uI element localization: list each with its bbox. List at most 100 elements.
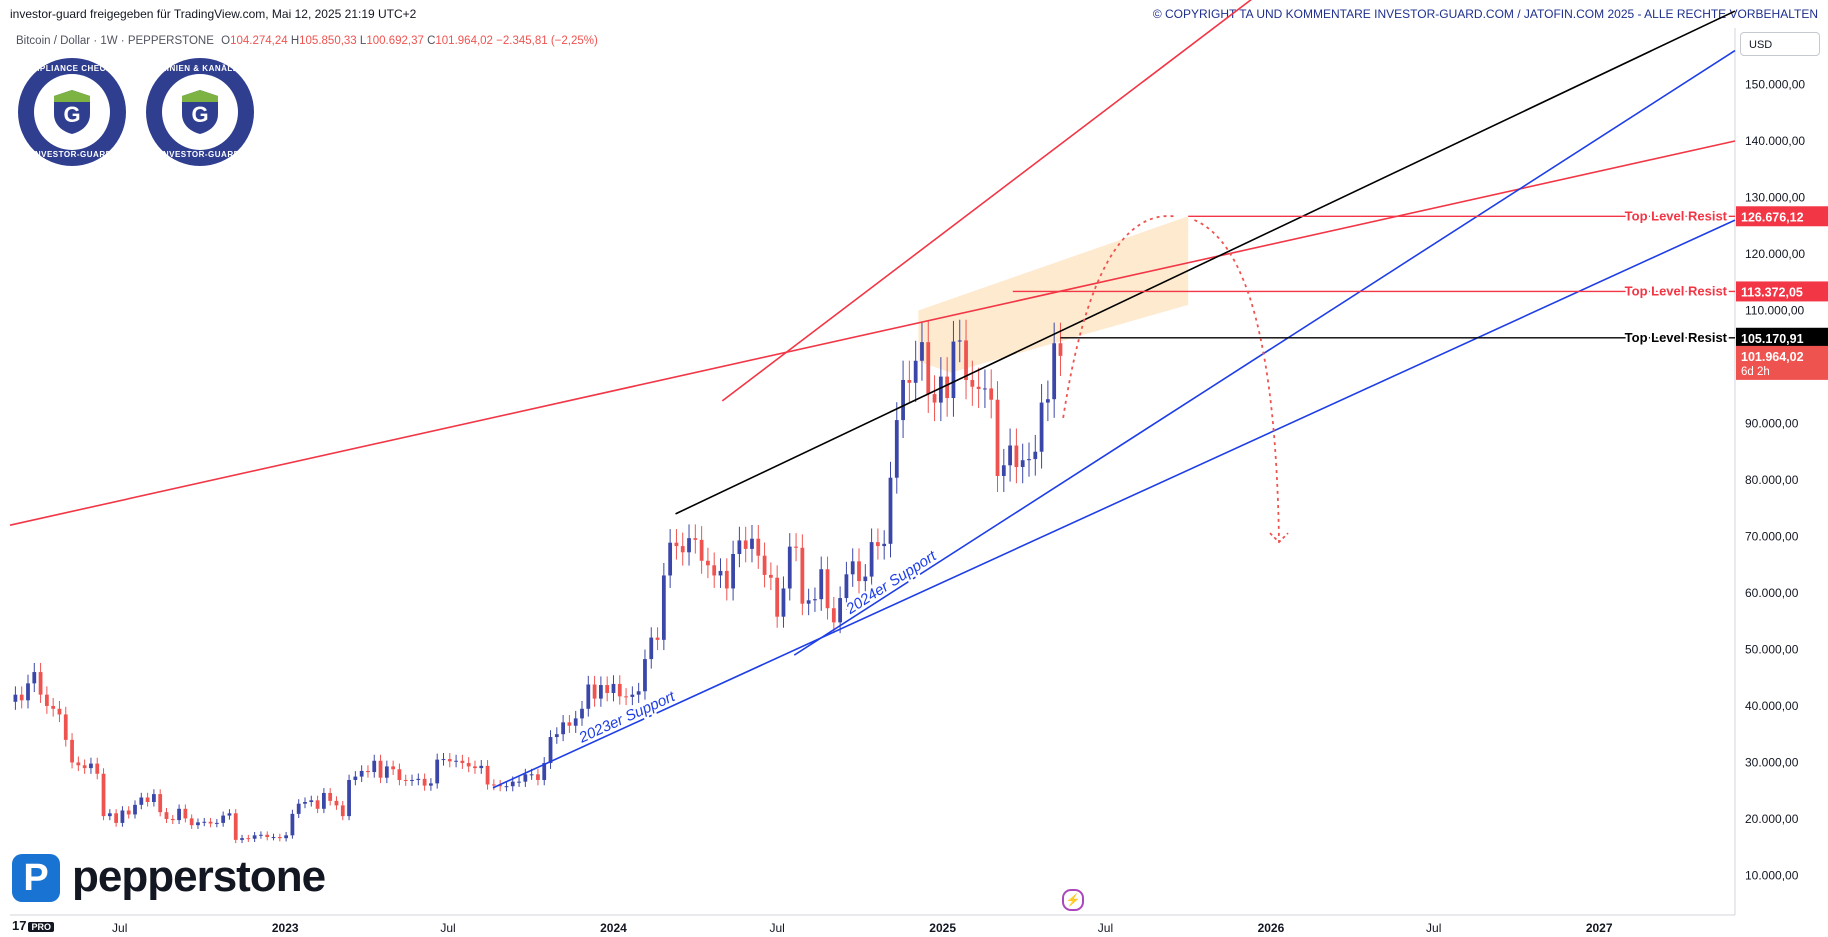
tradingview-logo[interactable]: 17 PRO — [12, 918, 54, 933]
candle-body — [246, 838, 251, 840]
candle-body — [882, 543, 887, 547]
projection-arrow-head — [1269, 532, 1289, 544]
candle-body — [1001, 465, 1006, 477]
candle-body — [1020, 460, 1025, 467]
price-tag — [1736, 281, 1828, 302]
candle-body — [290, 813, 295, 836]
candle-body — [70, 739, 74, 763]
candle-body — [831, 608, 836, 623]
candle-body — [813, 599, 817, 601]
candle-body — [429, 783, 433, 786]
candle-body — [838, 598, 843, 623]
candle-body — [101, 773, 106, 817]
y-tick-label: 20.000,00 — [1745, 812, 1799, 826]
candle-body — [214, 822, 219, 824]
long-resistance-line — [9, 140, 1736, 526]
candle-body — [983, 388, 987, 390]
candle-body — [177, 808, 181, 821]
y-tick-label: 30.000,00 — [1745, 755, 1799, 769]
candle-body — [1033, 451, 1038, 460]
candle-body — [649, 637, 654, 660]
channel-resistance-upper-line — [721, 0, 1252, 402]
candle-body — [800, 547, 805, 604]
symbol-legend: Bitcoin / Dollar · 1W · PEPPERSTONE O104… — [16, 35, 598, 47]
y-tick-label: 130.000,00 — [1745, 190, 1805, 204]
y-tick-label: 40.000,00 — [1745, 699, 1799, 713]
symbol-name[interactable]: Bitcoin / Dollar · 1W · PEPPERSTONE — [16, 35, 214, 47]
candle-body — [794, 546, 798, 548]
candle-body — [107, 813, 112, 817]
candle-body — [920, 342, 924, 361]
change-value: −2.345,81 (−2,25%) — [496, 35, 598, 47]
y-tick-label: 80.000,00 — [1745, 473, 1799, 487]
lightning-icon[interactable]: ⚡ — [1062, 889, 1084, 911]
candle-body — [655, 637, 660, 640]
candle-body — [888, 477, 893, 544]
candle-body — [617, 683, 622, 697]
candle-body — [1052, 343, 1057, 400]
candle-body — [611, 683, 616, 693]
x-tick-label: 2025 — [929, 921, 956, 935]
high-value: 105.850,33 — [299, 35, 357, 47]
candle-body — [183, 808, 188, 819]
candle-body — [857, 561, 861, 582]
candle-body — [548, 737, 553, 764]
candle-body — [901, 379, 905, 421]
candle-body — [926, 342, 931, 395]
candle-body — [844, 574, 849, 599]
currency-button[interactable]: USD — [1740, 32, 1820, 56]
candle-body — [189, 818, 194, 826]
candle-body — [768, 574, 773, 578]
candle-body — [271, 837, 276, 839]
price-tag-text: 101.964,02 — [1741, 350, 1804, 364]
candle-body — [1058, 343, 1063, 356]
candle-body — [13, 694, 18, 702]
candle-body — [466, 763, 471, 767]
candle-body — [114, 813, 119, 823]
candle-body — [479, 765, 484, 769]
published-info: investor-guard freigegeben für TradingVi… — [10, 7, 417, 21]
candle-body — [265, 834, 270, 838]
candle-body — [1014, 445, 1019, 467]
projection-up-path — [1062, 215, 1174, 418]
candle-body — [435, 759, 440, 784]
candle-body — [1008, 445, 1012, 466]
x-tick-label: 2024 — [600, 921, 627, 935]
candle-body — [951, 341, 956, 399]
candle-body — [44, 694, 49, 706]
badge-bottom-text: INVESTOR-GUARD — [32, 150, 112, 159]
candle-body — [63, 714, 68, 740]
level-label: Top Level Resist — [1625, 208, 1728, 223]
support-2023-line — [492, 219, 1736, 789]
candle-body — [517, 781, 521, 783]
shield-icon — [182, 90, 218, 134]
candle-body — [536, 774, 540, 780]
y-tick-label: 140.000,00 — [1745, 134, 1805, 148]
y-tick-label: 70.000,00 — [1745, 529, 1799, 543]
candle-body — [643, 659, 647, 692]
x-tick-label: Jul — [769, 921, 784, 935]
candle-body — [825, 569, 830, 609]
x-tick-label: Jul — [1426, 921, 1441, 935]
price-tag-text: 126.676,12 — [1741, 210, 1804, 224]
candle-body — [743, 540, 748, 549]
badge-top-text: LINIEN & KANÄLE — [161, 64, 239, 73]
candle-body — [152, 794, 156, 803]
support-2024-label: 2024er Support — [842, 547, 940, 618]
candle-body — [668, 542, 673, 576]
pepperstone-logo-icon: P — [12, 854, 60, 902]
candle-body — [372, 760, 377, 773]
y-tick-label: 120.000,00 — [1745, 247, 1805, 261]
candle-body — [529, 774, 534, 776]
candle-body — [473, 766, 477, 769]
candle-body — [32, 672, 37, 684]
y-tick-label: 110.000,00 — [1745, 303, 1804, 317]
candle-body — [661, 575, 666, 640]
brand-name: pepperstone — [72, 852, 326, 901]
candle-body — [82, 765, 87, 769]
projection-down-path — [1194, 219, 1280, 543]
candle-body — [26, 683, 30, 701]
candle-body — [422, 778, 427, 786]
candle-body — [158, 794, 163, 813]
